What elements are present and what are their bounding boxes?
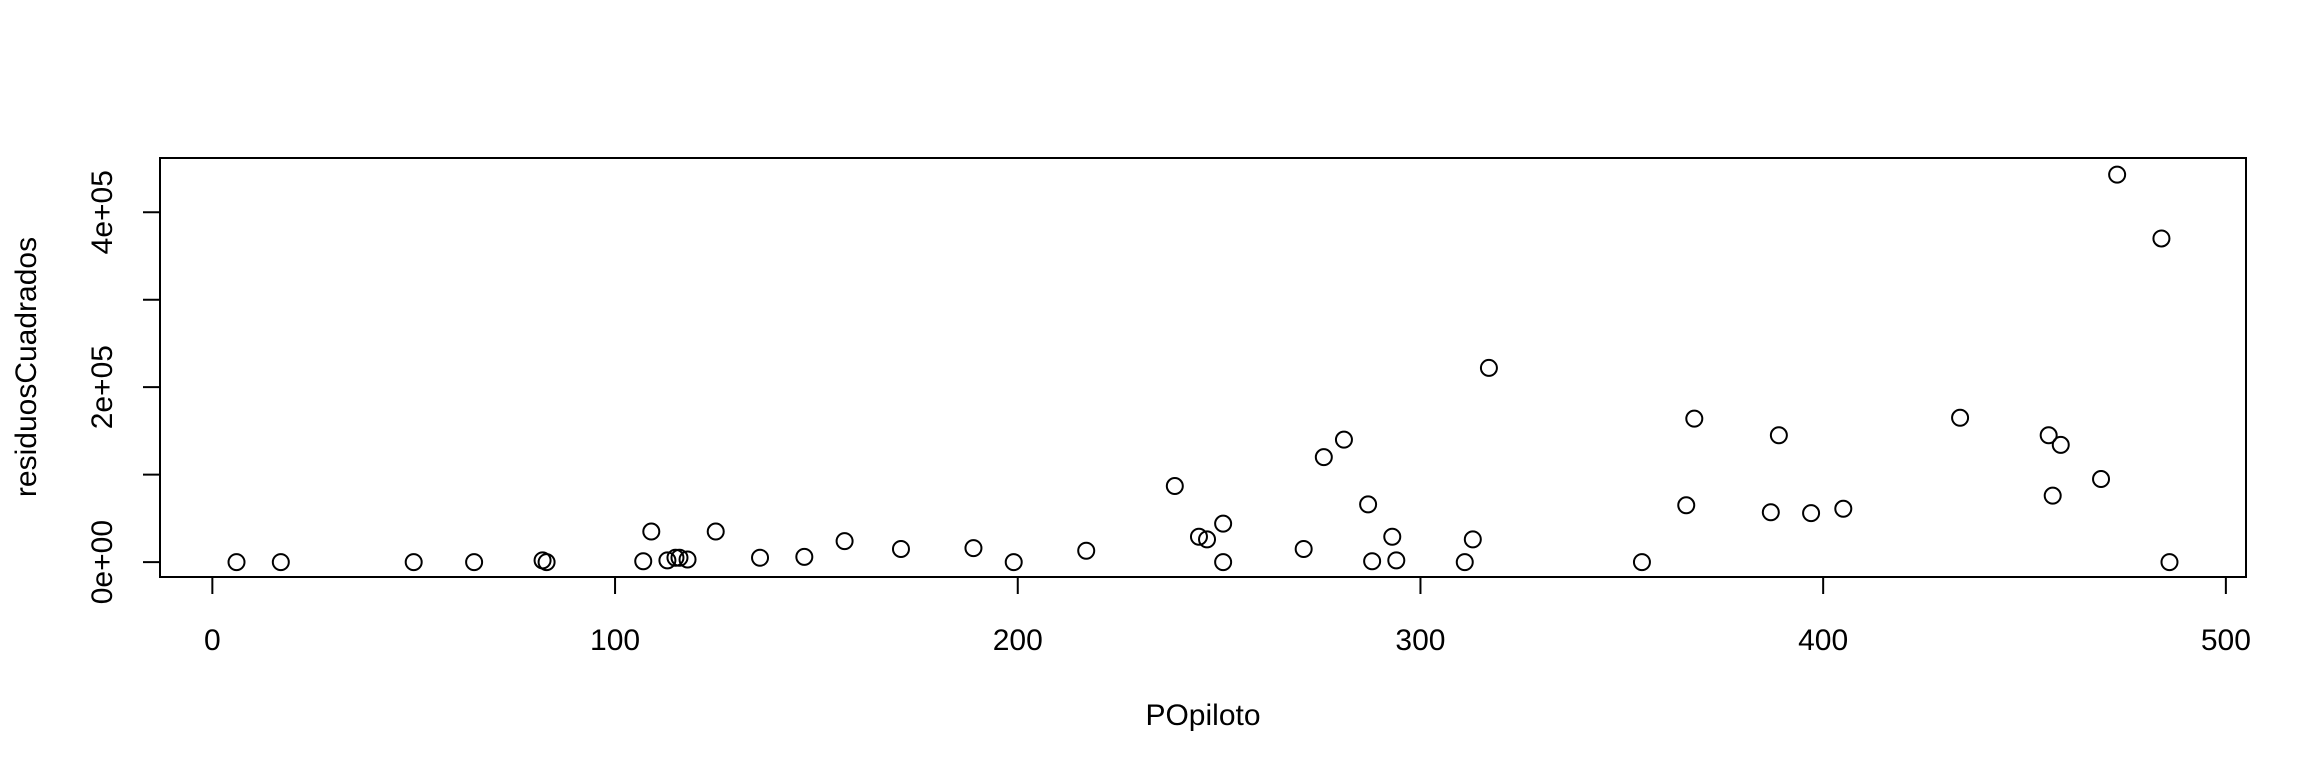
data-point (670, 548, 689, 567)
x-tick-label: 300 (1395, 624, 1445, 657)
data-point (2108, 165, 2127, 184)
data-point (1677, 496, 1696, 515)
data-point (634, 552, 653, 571)
data-point (964, 539, 983, 558)
data-point (465, 553, 484, 572)
x-tick-label: 200 (993, 624, 1043, 657)
data-point (404, 553, 423, 572)
plot-frame (159, 157, 2247, 578)
x-tick-label: 0 (204, 624, 221, 657)
y-axis-label: residuosCuadrados (10, 237, 43, 497)
data-point (642, 522, 661, 541)
data-point (891, 540, 910, 559)
data-point (1761, 503, 1780, 522)
data-point (1463, 530, 1482, 549)
data-point (1834, 499, 1853, 518)
data-point (1632, 553, 1651, 572)
data-point (835, 532, 854, 551)
data-point (2092, 470, 2111, 489)
x-tick-label: 100 (590, 624, 640, 657)
data-point (678, 550, 697, 569)
data-point (1769, 426, 1788, 445)
data-point (1951, 408, 1970, 427)
data-point (1383, 527, 1402, 546)
data-point (2051, 435, 2070, 454)
data-point (1359, 495, 1378, 514)
x-tick-label: 400 (1798, 624, 1848, 657)
data-point (2043, 486, 2062, 505)
data-point (658, 551, 677, 570)
data-point (1387, 551, 1406, 570)
y-axis: 0e+00 2e+05 4e+05 (86, 170, 161, 604)
data-point (2039, 426, 2058, 445)
x-tick-label: 500 (2201, 624, 2251, 657)
y-tick-label: 2e+05 (86, 345, 119, 429)
data-point (1334, 430, 1353, 449)
data-point (1363, 552, 1382, 571)
data-point (537, 553, 556, 572)
data-point (1314, 448, 1333, 467)
data-point (1214, 514, 1233, 533)
data-point (1802, 504, 1821, 523)
data-point (1077, 541, 1096, 560)
data-points (227, 165, 2179, 572)
data-point (2152, 229, 2171, 248)
y-tick-label: 4e+05 (86, 170, 119, 254)
data-point (1479, 358, 1498, 377)
data-point (1455, 553, 1474, 572)
data-point (1685, 409, 1704, 428)
data-point (1198, 530, 1217, 549)
data-point (1165, 477, 1184, 496)
data-point (1294, 540, 1313, 559)
data-point (706, 522, 725, 541)
x-axis-label: POpiloto (1145, 699, 1260, 732)
data-point (271, 553, 290, 572)
data-point (751, 548, 770, 567)
data-point (2160, 553, 2179, 572)
data-point (1004, 553, 1023, 572)
y-tick-label: 0e+00 (86, 520, 119, 604)
data-point (795, 547, 814, 566)
data-point (1214, 553, 1233, 572)
data-point (227, 553, 246, 572)
data-point (1189, 527, 1208, 546)
x-axis: 0 100 200 300 400 500 (204, 576, 2251, 657)
